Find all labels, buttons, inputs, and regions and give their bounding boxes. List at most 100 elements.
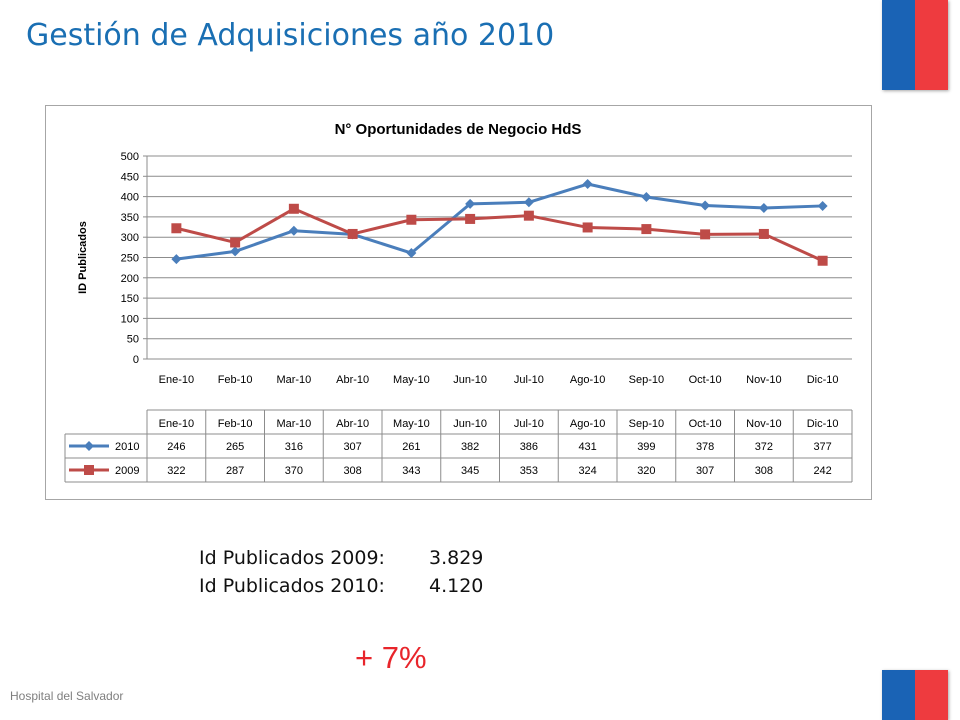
summary-label-2009: Id Publicados 2009: xyxy=(199,547,385,569)
line-chart: N° Oportunidades de Negocio HdS 0 50 100 150… xyxy=(64,121,853,483)
legend-marker-2010 xyxy=(84,441,94,451)
summary-row-2010: Id Publicados 2010: 4.120 xyxy=(199,575,483,597)
table-cell: 308 xyxy=(343,465,361,477)
table-cell: 431 xyxy=(578,441,596,453)
table-cell: 324 xyxy=(578,465,596,477)
y-tick-label: 450 xyxy=(121,171,139,183)
table-cell: 386 xyxy=(520,441,538,453)
table-header-cell: Jul-10 xyxy=(514,418,544,430)
x-tick-label: Mar-10 xyxy=(276,374,311,386)
table-header-cell: Oct-10 xyxy=(689,418,722,430)
data-point-2010 xyxy=(288,225,299,236)
table-cell: 287 xyxy=(226,465,244,477)
y-tick-label: 200 xyxy=(121,273,139,285)
y-axis-label: ID Publicados xyxy=(77,221,89,294)
data-point-2010 xyxy=(758,202,769,213)
data-point-2010 xyxy=(582,179,593,190)
data-point-2010 xyxy=(817,200,828,211)
table-header-cell: Abr-10 xyxy=(336,418,369,430)
flag-red-stripe xyxy=(915,670,948,720)
table-cell: 322 xyxy=(167,465,185,477)
table-header-cell: Jun-10 xyxy=(453,418,487,430)
table-cell: 307 xyxy=(343,441,361,453)
chart-title: N° Oportunidades de Negocio HdS xyxy=(335,121,582,138)
y-tick-label: 350 xyxy=(121,212,139,224)
flag-red-stripe xyxy=(915,0,948,90)
table-cell: 308 xyxy=(755,465,773,477)
summary-value-2010: 4.120 xyxy=(429,575,484,597)
table-cell: 242 xyxy=(813,465,831,477)
table-cell: 382 xyxy=(461,441,479,453)
table-cell: 265 xyxy=(226,441,244,453)
table-cell: 261 xyxy=(402,441,420,453)
data-point-2009 xyxy=(465,213,476,224)
data-point-2009 xyxy=(347,228,358,239)
y-tick-label: 250 xyxy=(121,253,139,265)
data-point-2009 xyxy=(406,214,417,225)
data-point-2009 xyxy=(700,229,711,240)
table-cell: 345 xyxy=(461,465,479,477)
data-point-2010 xyxy=(641,192,652,203)
y-tick-label: 500 xyxy=(121,151,139,163)
x-tick-label: Jun-10 xyxy=(453,374,487,386)
table-cell: 343 xyxy=(402,465,420,477)
table-cell: 399 xyxy=(637,441,655,453)
table-header-cell: Ene-10 xyxy=(159,418,194,430)
data-point-2009 xyxy=(230,237,241,248)
flag-blue-stripe xyxy=(882,0,915,90)
y-tick-label: 150 xyxy=(121,293,139,305)
chile-flag-icon-bottom xyxy=(882,670,948,720)
data-point-2009 xyxy=(758,228,769,239)
table-cell: 246 xyxy=(167,441,185,453)
x-tick-label: May-10 xyxy=(393,374,430,386)
data-point-2009 xyxy=(288,203,299,214)
table-header-cell: Ago-10 xyxy=(570,418,605,430)
table-cell: 370 xyxy=(285,465,303,477)
data-point-2010 xyxy=(230,246,241,257)
data-point-2009 xyxy=(171,223,182,234)
table-cell: 353 xyxy=(520,465,538,477)
x-tick-label: Oct-10 xyxy=(689,374,722,386)
data-point-2010 xyxy=(171,254,182,265)
x-tick-label: Feb-10 xyxy=(218,374,253,386)
data-point-2009 xyxy=(582,222,593,233)
data-point-2009 xyxy=(641,224,652,235)
summary-label-2010: Id Publicados 2010: xyxy=(199,575,385,597)
y-tick-label: 0 xyxy=(133,354,139,366)
table-header-cell: Feb-10 xyxy=(218,418,253,430)
legend-label-2010: 2010 xyxy=(115,441,139,453)
table-cell: 320 xyxy=(637,465,655,477)
table-cell: 378 xyxy=(696,441,714,453)
data-point-2010 xyxy=(700,200,711,211)
data-point-2010 xyxy=(406,248,417,259)
table-cell: 307 xyxy=(696,465,714,477)
data-point-2009 xyxy=(817,255,828,266)
slide-title: Gestión de Adquisiciones año 2010 xyxy=(26,18,555,53)
x-tick-label: Abr-10 xyxy=(336,374,369,386)
table-header-cell: May-10 xyxy=(393,418,430,430)
percent-change: + 7% xyxy=(355,640,427,675)
table-header-cell: Nov-10 xyxy=(746,418,781,430)
x-tick-label: Ago-10 xyxy=(570,374,605,386)
series-line-2010 xyxy=(176,182,823,261)
y-tick-label: 50 xyxy=(127,334,139,346)
x-tick-label: Dic-10 xyxy=(807,374,839,386)
chile-flag-icon-top xyxy=(882,0,948,90)
table-header-cell: Dic-10 xyxy=(807,418,839,430)
legend-label-2009: 2009 xyxy=(115,465,139,477)
y-tick-label: 400 xyxy=(121,192,139,204)
table-cell: 372 xyxy=(755,441,773,453)
data-point-2010 xyxy=(465,198,476,209)
flag-blue-stripe xyxy=(882,670,915,720)
series-line-2009 xyxy=(176,207,824,263)
x-tick-label: Sep-10 xyxy=(629,374,664,386)
table-header-cell: Mar-10 xyxy=(276,418,311,430)
table-cell: 377 xyxy=(813,441,831,453)
data-point-2009 xyxy=(523,210,534,221)
legend-marker-2009 xyxy=(84,465,94,475)
table-cell: 316 xyxy=(285,441,303,453)
chart-frame: N° Oportunidades de Negocio HdS 0 50 100 150… xyxy=(45,105,872,500)
summary-value-2009: 3.829 xyxy=(429,547,484,569)
x-tick-label: Jul-10 xyxy=(514,374,544,386)
summary-row-2009: Id Publicados 2009: 3.829 xyxy=(199,547,483,569)
